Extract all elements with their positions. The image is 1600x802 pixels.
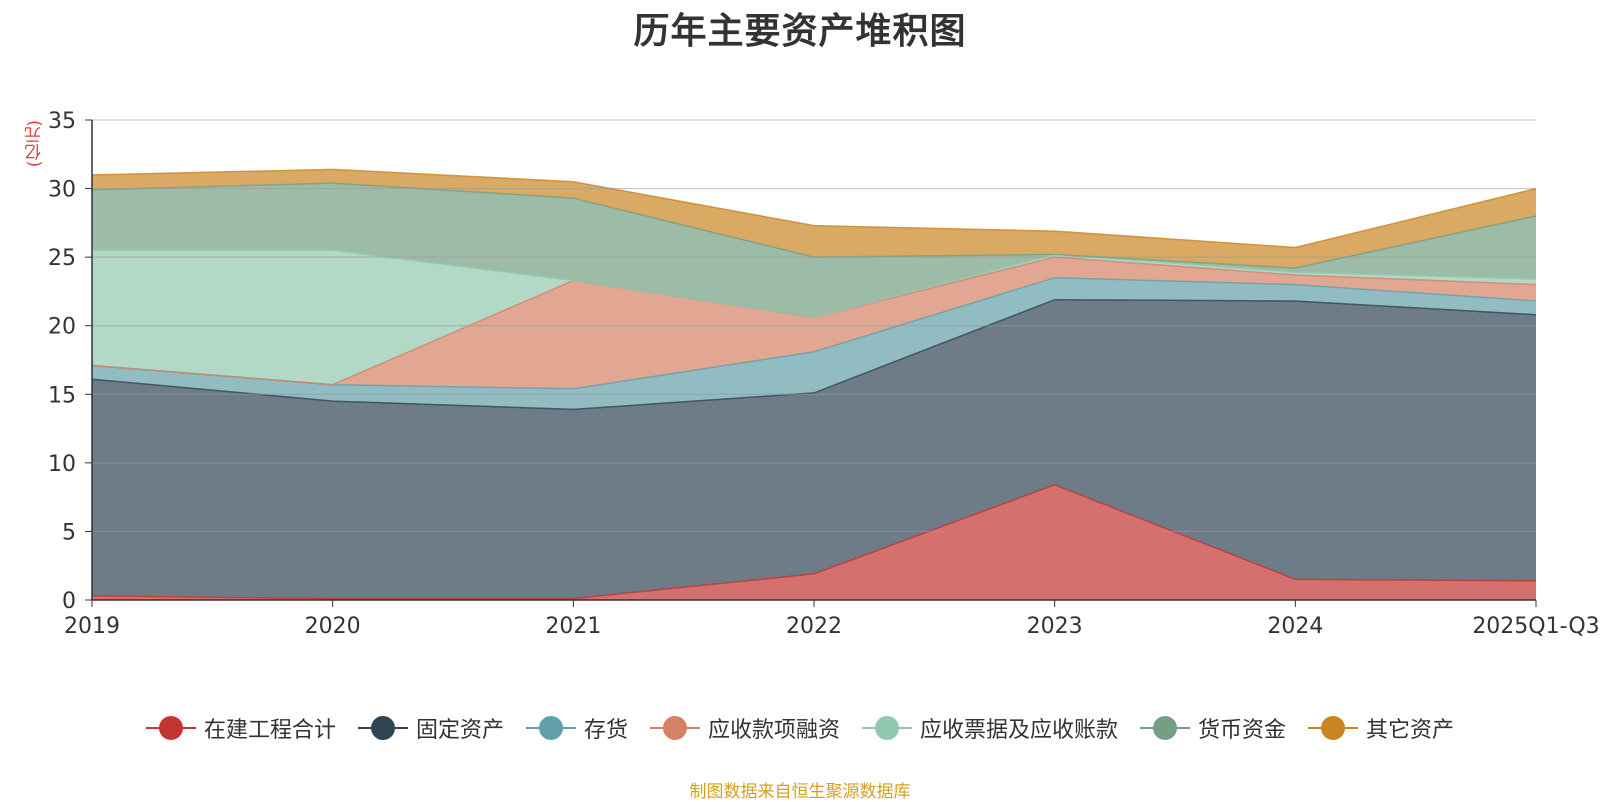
y-tick-label: 35 [48,109,76,134]
area-edge-series-1 [91,483,1537,600]
legend-label: 固定资产 [415,718,504,743]
data-source-note: 制图数据来自恒生聚源数据库 [689,782,911,802]
area-edge-series-2 [91,298,1537,411]
legend-label: 在建工程合计 [203,718,336,743]
y-tick-label: 0 [62,589,76,614]
area-series-3 [92,277,1536,410]
area-series-4 [92,257,1536,389]
y-tick-label: 30 [48,178,76,203]
legend-label: 存货 [583,718,628,743]
legend-item[interactable]: 应收款项融资 [649,712,840,744]
legend-marker-dot [538,716,563,740]
y-tick-label: 10 [48,452,76,477]
y-tick-label: 15 [48,383,76,408]
legend-marker-dot [370,716,395,740]
x-tick-label: 2023 [1027,614,1083,639]
legend-marker-icon [357,715,408,741]
legend-item[interactable]: 存货 [525,712,628,744]
legend-item[interactable]: 其它资产 [1308,712,1454,744]
x-tick-label: 2022 [786,614,842,639]
legend-label: 应收票据及应收账款 [920,718,1119,743]
legend-item[interactable]: 货币资金 [1140,712,1286,744]
legend-label: 应收款项融资 [707,718,840,743]
legend-marker-icon [145,715,196,741]
y-tick-label: 5 [62,520,76,545]
area-series-2 [92,299,1536,599]
area-edge-series-5 [92,249,1537,319]
legend-marker-dot [1321,716,1346,740]
legend-item[interactable]: 在建工程合计 [145,712,336,744]
legend-marker-dot [1153,716,1178,740]
chart-legend: 在建工程合计 固定资产 存货 应收款项融资 应收票据及应收账款 货币资金 其它资产 [0,712,1600,744]
legend-label: 货币资金 [1198,718,1287,743]
x-tick-label: 2019 [64,614,120,639]
legend-marker-icon [1308,715,1359,741]
legend-marker-icon [649,715,700,741]
y-tick-label: 20 [48,315,76,340]
y-tick-label: 25 [48,246,76,271]
area-series-6 [92,183,1536,318]
legend-marker-dot [158,716,183,740]
area-edge-series-7 [91,168,1537,249]
legend-label: 其它资产 [1366,718,1455,743]
legend-marker-icon [525,715,576,741]
legend-item[interactable]: 固定资产 [357,712,504,744]
legend-marker-dot [875,716,899,740]
x-tick-label: 2021 [545,614,601,639]
x-tick-label: 2025Q1-Q3 [1472,614,1599,639]
legend-marker-icon [1140,715,1191,741]
legend-marker-icon [862,715,912,741]
chart-title: 历年主要资产堆积图 [633,11,967,52]
x-tick-label: 2020 [305,614,361,639]
legend-item[interactable]: 应收票据及应收账款 [862,712,1118,744]
x-tick-label: 2024 [1267,614,1323,639]
legend-marker-dot [662,716,687,740]
area-series-7 [92,169,1536,269]
area-series-1 [92,484,1536,600]
